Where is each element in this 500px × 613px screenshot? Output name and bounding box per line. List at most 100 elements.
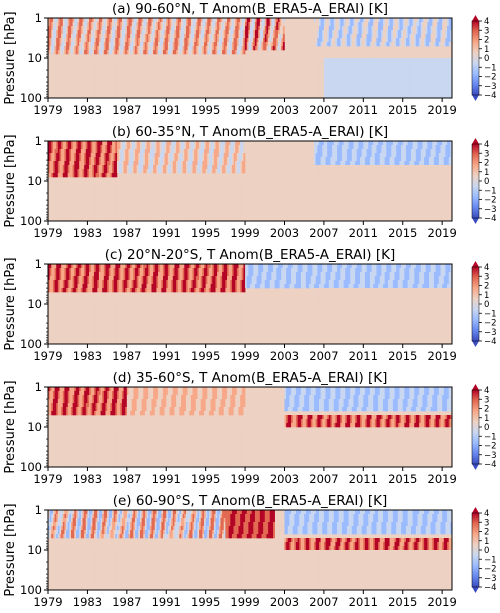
x-tick-label: 1999 [230, 595, 259, 609]
heatmap-cells [48, 510, 453, 591]
x-tick-label: 2003 [270, 349, 299, 363]
panel-c: (c) 20°N-20°S, T Anom(B_ERA5-A_ERAI) [K]… [3, 247, 497, 363]
x-tick-label: 2015 [388, 472, 417, 486]
panel-title: (a) 90-60°N, T Anom(B_ERA5-A_ERAI) [K] [112, 1, 388, 17]
panel-d: (d) 35-60°S, T Anom(B_ERA5-A_ERAI) [K] 1 1… [3, 370, 497, 486]
colorbar-ramp [471, 389, 480, 465]
y-tick-label: 1 [35, 134, 42, 148]
colorbar-tick-label: 0 [484, 54, 489, 64]
colorbar-extend-min [472, 341, 479, 347]
colorbar-tick-label: −4 [484, 583, 497, 593]
colorbar-tick-label: 2 [484, 159, 489, 169]
colorbar-ramp [471, 266, 480, 342]
y-axis-label: Pressure [hPa] [3, 503, 18, 596]
heatmap-cells [48, 141, 453, 222]
colorbar-tick-label: 3 [484, 395, 489, 405]
colorbar-extend-max [472, 507, 479, 513]
x-tick-label: 1991 [152, 595, 181, 609]
x-tick-label: 2007 [309, 595, 338, 609]
x-tick-label: 1987 [112, 103, 141, 117]
x-tick-label: 1999 [230, 226, 259, 240]
x-tick-label: 2011 [349, 226, 378, 240]
colorbar-tick-label: −2 [484, 565, 497, 575]
y-axis-label: Pressure [hPa] [3, 257, 18, 350]
colorbar-tick-label: 0 [484, 546, 489, 556]
colorbar-ramp [471, 20, 480, 96]
x-tick-label: 2015 [388, 103, 417, 117]
x-tick-label: 2011 [349, 349, 378, 363]
colorbar-tick-label: 3 [484, 26, 489, 36]
x-tick-label: 1999 [230, 103, 259, 117]
panel-e: (e) 60-90°S, T Anom(B_ERA5-A_ERAI) [K] 1 1… [3, 493, 497, 609]
colorbar-extend-max [472, 384, 479, 390]
y-tick-label: 1 [35, 380, 42, 394]
x-tick-label: 1987 [112, 472, 141, 486]
colorbar-tick-label: 2 [484, 36, 489, 46]
x-tick-label: 1979 [33, 349, 62, 363]
colorbar-tick-label: 4 [484, 509, 489, 519]
colorbar-tick-label: 1 [484, 537, 489, 547]
x-tick-label: 1983 [73, 472, 102, 486]
x-tick-label: 1987 [112, 595, 141, 609]
x-tick-label: 2011 [349, 472, 378, 486]
x-tick-label: 1987 [112, 349, 141, 363]
y-tick-label: 100 [20, 337, 42, 351]
x-tick-label: 1995 [191, 226, 220, 240]
colorbar-tick-label: −2 [484, 319, 497, 329]
x-tick-label: 1979 [33, 472, 62, 486]
colorbar-tick-label: 2 [484, 405, 489, 415]
x-tick-label: 1991 [152, 349, 181, 363]
x-tick-label: 1991 [152, 226, 181, 240]
colorbar-extend-max [472, 15, 479, 21]
x-tick-label: 1991 [152, 103, 181, 117]
x-tick-label: 1991 [152, 472, 181, 486]
y-axis-label: Pressure [hPa] [3, 380, 18, 473]
y-tick-label: 10 [27, 297, 42, 311]
x-tick-label: 1979 [33, 103, 62, 117]
x-tick-label: 2003 [270, 472, 299, 486]
colorbar-extend-max [472, 261, 479, 267]
x-tick-label: 2007 [309, 349, 338, 363]
colorbar-tick-label: −3 [484, 451, 497, 461]
colorbar-tick-label: −1 [484, 555, 497, 565]
colorbar-tick-label: −3 [484, 82, 497, 92]
colorbar-extend-min [472, 464, 479, 470]
y-tick-label: 1 [35, 503, 42, 517]
y-tick-label: 100 [20, 460, 42, 474]
panel-title: (e) 60-90°S, T Anom(B_ERA5-A_ERAI) [K] [113, 493, 388, 509]
panel-title: (c) 20°N-20°S, T Anom(B_ERA5-A_ERAI) [K] [105, 247, 396, 263]
panel-b: (b) 60-35°N, T Anom(B_ERA5-A_ERAI) [K] 1 1… [3, 124, 497, 240]
x-tick-label: 1983 [73, 103, 102, 117]
x-tick-label: 1995 [191, 595, 220, 609]
colorbar-tick-label: 1 [484, 45, 489, 55]
colorbar-tick-label: −2 [484, 442, 497, 452]
x-tick-label: 2015 [388, 595, 417, 609]
colorbar-ramp [471, 143, 480, 219]
heatmap-cells [48, 387, 453, 468]
colorbar-tick-label: 3 [484, 272, 489, 282]
colorbar-tick-label: −4 [484, 460, 497, 470]
y-tick-label: 10 [27, 543, 42, 557]
x-tick-label: 1995 [191, 349, 220, 363]
colorbar-tick-label: −3 [484, 574, 497, 584]
panel-title: (b) 60-35°N, T Anom(B_ERA5-A_ERAI) [K] [112, 124, 388, 140]
x-tick-label: 2007 [309, 103, 338, 117]
colorbar-tick-label: 4 [484, 263, 489, 273]
colorbar-tick-label: 0 [484, 423, 489, 433]
colorbar-tick-label: −1 [484, 432, 497, 442]
y-tick-label: 100 [20, 91, 42, 105]
heatmap-cells [48, 264, 453, 345]
x-tick-label: 2019 [428, 595, 457, 609]
colorbar-tick-label: 1 [484, 414, 489, 424]
x-tick-label: 1999 [230, 472, 259, 486]
y-axis-label: Pressure [hPa] [3, 134, 18, 227]
panel-title: (d) 35-60°S, T Anom(B_ERA5-A_ERAI) [K] [113, 370, 388, 386]
x-tick-label: 1983 [73, 349, 102, 363]
colorbar-tick-label: −4 [484, 214, 497, 224]
y-tick-label: 10 [27, 174, 42, 188]
